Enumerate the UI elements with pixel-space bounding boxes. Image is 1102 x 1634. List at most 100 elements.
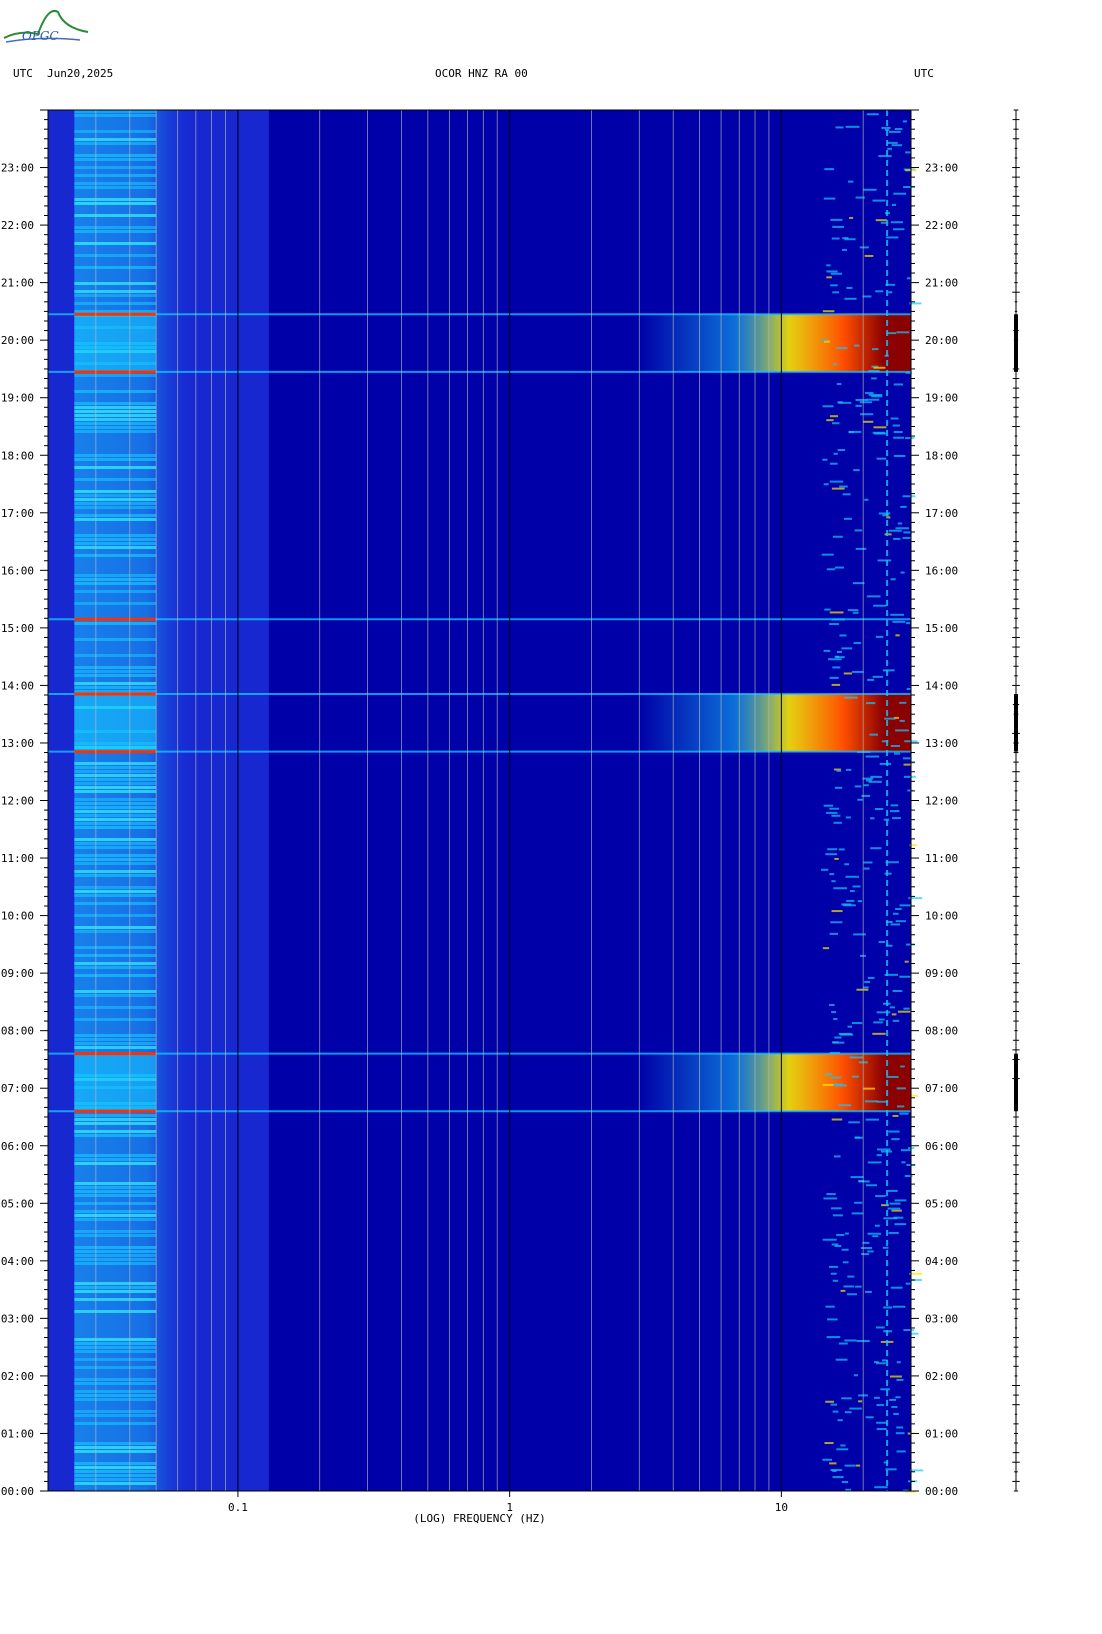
noise-speck: [865, 1118, 880, 1121]
noise-speck: [880, 1388, 891, 1391]
noise-speck: [896, 331, 910, 334]
spectrogram-texture: [74, 1346, 157, 1349]
spectrogram-texture: [74, 862, 157, 865]
y-tick-label-right: 00:00: [925, 1485, 958, 1498]
y-tick-label-right: 20:00: [925, 334, 958, 347]
noise-speck: [825, 853, 838, 856]
noise-speck: [886, 516, 891, 519]
noise-speck: [829, 807, 840, 810]
spectrogram-texture: [74, 546, 157, 549]
spectrogram-texture: [74, 1182, 157, 1185]
spectrogram-texture: [74, 858, 157, 861]
noise-speck: [888, 1130, 900, 1133]
spectrogram-texture: [74, 1482, 157, 1485]
noise-speck: [892, 424, 900, 427]
spectrogram-texture: [74, 1422, 157, 1425]
noise-speck: [824, 168, 835, 171]
noise-speck: [843, 672, 853, 675]
noise-speck: [826, 276, 832, 279]
spectrogram-texture: [74, 266, 157, 269]
energy-burst-3: [639, 314, 911, 372]
noise-speck: [829, 1462, 837, 1465]
noise-speck: [883, 1217, 898, 1220]
noise-speck: [872, 431, 885, 434]
noise-speck: [905, 151, 912, 154]
noise-speck: [863, 867, 870, 870]
noise-speck: [893, 1305, 906, 1308]
spectrogram-texture: [74, 1358, 157, 1361]
noise-speck: [843, 904, 856, 907]
spectrogram-texture: [74, 1414, 157, 1417]
y-tick-label-left: 05:00: [1, 1197, 34, 1210]
noise-speck: [866, 779, 872, 782]
spectrogram-texture: [74, 762, 157, 765]
spectrogram-texture: [74, 790, 157, 793]
spectrogram-texture: [74, 466, 157, 469]
noise-speck: [830, 1469, 843, 1472]
spectrogram-texture: [74, 374, 157, 377]
noise-speck: [844, 297, 857, 300]
noise-speck: [831, 1076, 842, 1079]
noise-speck: [903, 186, 916, 189]
noise-speck: [821, 868, 829, 871]
noise-speck: [831, 1118, 843, 1121]
noise-speck: [902, 495, 916, 498]
noise-speck: [845, 1488, 852, 1491]
noise-speck: [905, 1490, 916, 1493]
spectrogram-texture: [74, 622, 157, 625]
spectrogram-texture: [74, 166, 157, 169]
noise-speck: [846, 1293, 857, 1296]
noise-speck: [872, 199, 886, 202]
noise-speck: [881, 1204, 889, 1207]
noise-speck: [828, 658, 842, 661]
spectrogram-texture: [74, 302, 157, 305]
noise-speck: [822, 1238, 837, 1241]
noise-speck: [836, 1448, 849, 1451]
spectrogram-texture: [74, 770, 157, 773]
spectrogram-texture: [74, 154, 157, 157]
noise-speck: [853, 469, 860, 472]
noise-speck: [838, 1342, 848, 1345]
noise-speck: [899, 701, 907, 704]
noise-speck: [876, 1154, 882, 1157]
noise-speck: [888, 529, 902, 532]
y-tick-label-left: 14:00: [1, 679, 34, 692]
noise-speck: [899, 904, 912, 907]
noise-speck: [837, 401, 843, 404]
spectrogram-texture: [74, 886, 157, 889]
noise-speck: [861, 794, 871, 797]
noise-speck: [834, 768, 841, 771]
spectrogram-texture: [74, 1310, 157, 1313]
spectrogram-texture: [74, 682, 157, 685]
noise-speck: [883, 1461, 889, 1464]
spectrogram-texture: [74, 198, 157, 201]
noise-speck: [895, 634, 900, 637]
noise-speck: [892, 1019, 900, 1022]
noise-speck: [831, 814, 841, 817]
noise-speck: [845, 875, 859, 878]
noise-speck: [855, 1285, 862, 1288]
noise-speck: [863, 420, 874, 423]
y-tick-label-left: 12:00: [1, 795, 34, 808]
noise-speck: [863, 986, 869, 989]
y-tick-label-right: 03:00: [925, 1312, 958, 1325]
noise-speck: [894, 1223, 907, 1226]
noise-speck: [825, 1400, 834, 1403]
noise-speck: [896, 1361, 901, 1364]
spectrogram-texture: [74, 1210, 157, 1213]
noise-speck: [826, 270, 838, 273]
noise-speck: [838, 401, 852, 404]
noise-speck: [909, 302, 922, 305]
noise-speck: [834, 786, 843, 789]
noise-speck: [870, 847, 882, 850]
y-tick-label-right: 07:00: [925, 1082, 958, 1095]
noise-speck: [834, 857, 839, 860]
noise-speck: [824, 1073, 833, 1076]
noise-speck: [832, 225, 844, 228]
spectrogram-texture: [74, 962, 157, 965]
noise-speck: [854, 785, 862, 788]
noise-speck: [897, 1010, 911, 1013]
noise-speck: [832, 1214, 843, 1217]
spectrogram-texture: [74, 1202, 157, 1205]
noise-speck: [832, 535, 843, 538]
